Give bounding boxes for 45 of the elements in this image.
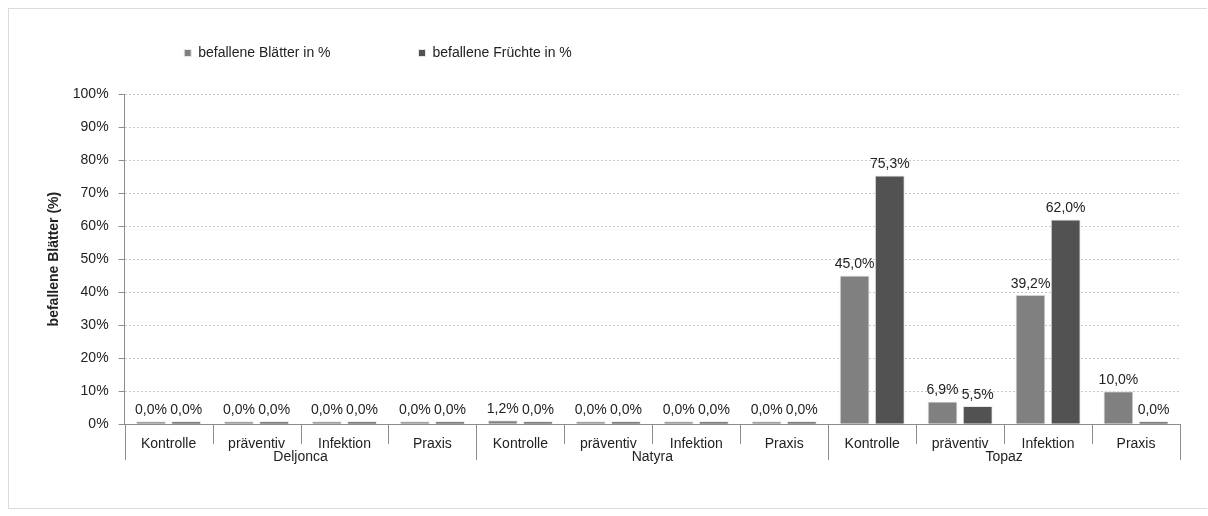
- data-label: 0,0%: [222, 401, 255, 418]
- data-label: 62,0%: [1045, 199, 1086, 216]
- data-label: 0,0%: [574, 401, 607, 418]
- data-label: 0,0%: [170, 401, 203, 418]
- data-label: 0,0%: [662, 401, 695, 418]
- data-label: 75,3%: [869, 155, 910, 172]
- data-label: 0,0%: [135, 401, 167, 418]
- data-label: 6,9%: [926, 381, 959, 398]
- y-tick-label: 20%: [80, 349, 109, 366]
- data-label: 0,0%: [785, 401, 818, 418]
- y-tick-label: 70%: [80, 183, 109, 200]
- data-label: 10,0%: [1098, 371, 1139, 388]
- data-label: 39,2%: [1010, 274, 1051, 291]
- data-label: 0,0%: [310, 401, 343, 418]
- data-label: 0,0%: [609, 401, 642, 418]
- data-label: 0,0%: [398, 401, 431, 418]
- legend-label: befallene Früchte in %: [432, 43, 572, 60]
- x-tick-label: Kontrolle: [140, 435, 197, 452]
- data-label: 0,0%: [258, 401, 291, 418]
- data-label: 0,0%: [434, 401, 466, 418]
- y-tick-label: 90%: [80, 117, 109, 134]
- data-label: 0,0%: [750, 401, 783, 418]
- x-tick-label: Praxis: [412, 435, 452, 452]
- y-tick-label: 100%: [72, 84, 109, 101]
- y-axis-title: befallene Blätter (%): [45, 191, 62, 327]
- x-tick-label: Praxis: [1116, 435, 1156, 452]
- y-tick-label: 30%: [80, 316, 109, 332]
- y-tick-label: 40%: [80, 282, 109, 299]
- x-tick-label: Kontrolle: [492, 435, 549, 452]
- y-tick-label: 50%: [80, 249, 109, 266]
- data-label: 5,5%: [961, 385, 994, 402]
- data-label: 45,0%: [834, 255, 875, 272]
- x-tick-label: Kontrolle: [844, 435, 901, 452]
- y-tick-label: 60%: [80, 216, 109, 233]
- x-tick-label: Praxis: [764, 435, 804, 452]
- data-label: 0,0%: [522, 401, 554, 418]
- data-label: 0,0%: [697, 401, 730, 418]
- data-label: 1,2%: [486, 400, 519, 417]
- y-tick-label: 80%: [80, 150, 109, 167]
- x-tick-label: Infektion: [1021, 435, 1075, 452]
- legend-label: befallene Blätter in %: [198, 43, 331, 60]
- data-label: 0,0%: [346, 401, 379, 418]
- data-label: 0,0%: [1137, 401, 1170, 418]
- y-tick-label: 10%: [80, 382, 109, 399]
- y-tick-label: 0%: [88, 415, 109, 432]
